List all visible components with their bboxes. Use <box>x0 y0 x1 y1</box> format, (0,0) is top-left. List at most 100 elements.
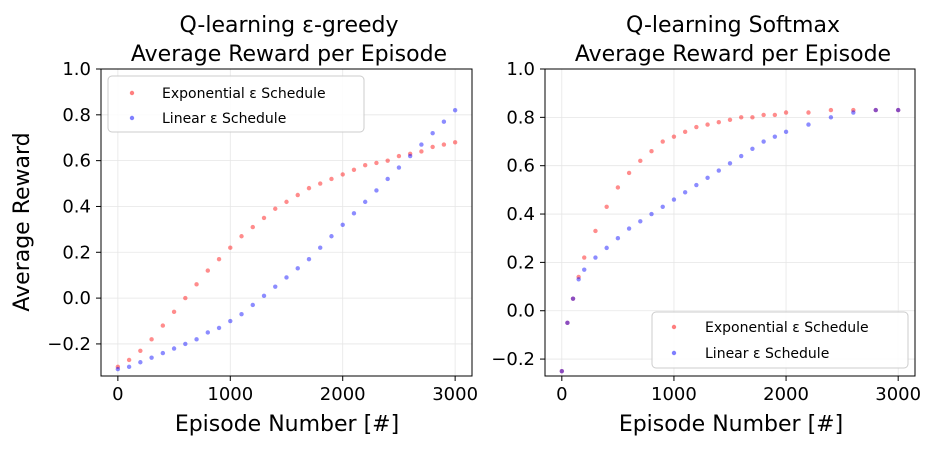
data-point-linear <box>739 153 744 159</box>
y-tick-label: 0.8 <box>506 107 535 128</box>
data-point-linear <box>705 175 710 180</box>
data-point-linear <box>115 366 121 372</box>
data-point-exponential <box>284 199 289 205</box>
data-point-exponential <box>194 282 199 287</box>
y-axis-ticks: −0.2 0.0 0.2 0.4 0.6 0.8 1.0 <box>491 59 545 370</box>
y-tick-label: 0.4 <box>62 196 91 217</box>
data-point-exponential <box>329 176 334 182</box>
data-point-linear <box>682 190 688 195</box>
data-point-linear <box>138 360 143 365</box>
data-point-linear <box>340 222 345 227</box>
data-point-linear <box>649 211 654 217</box>
data-point-linear <box>284 275 289 280</box>
legend-frame <box>107 75 365 133</box>
data-point-exponential <box>441 142 447 147</box>
panel-softmax: Q-learning Softmax Average Reward per Ep… <box>491 13 921 437</box>
chart-title-line1: Q-learning ε-greedy <box>179 13 398 38</box>
data-point-linear <box>604 245 609 251</box>
legend-label-exponential: Exponential ε Schedule <box>162 86 326 102</box>
legend-marker-linear <box>129 115 135 121</box>
legend-label-linear: Linear ε Schedule <box>705 346 829 362</box>
data-point-exponential <box>115 364 121 370</box>
data-point-linear <box>329 234 334 239</box>
y-tick-label: 0.0 <box>506 301 535 322</box>
data-point-exponential <box>682 129 688 135</box>
y-tick-label: −0.2 <box>491 349 535 370</box>
data-point-exponential <box>160 323 166 328</box>
legend-marker-exponential <box>129 90 135 96</box>
data-point-linear <box>126 364 132 370</box>
data-point-exponential <box>739 115 744 120</box>
data-point-exponential <box>273 206 278 211</box>
data-point-linear <box>783 129 789 135</box>
chart-title-line1: Q-learning Softmax <box>626 13 840 38</box>
y-tick-label: 0.2 <box>62 242 91 263</box>
data-point-linear <box>183 341 188 347</box>
legend-frame <box>651 311 909 369</box>
data-point-linear <box>239 311 244 317</box>
data-point-exponential <box>727 117 733 122</box>
data-point-exponential <box>559 368 565 374</box>
y-tick-label: 1.0 <box>62 59 91 80</box>
data-point-exponential <box>649 148 654 154</box>
data-point-exponential <box>582 255 587 260</box>
data-point-linear <box>716 168 721 173</box>
data-point-exponential <box>385 158 390 163</box>
data-point-exponential <box>895 107 901 113</box>
data-point-exponential <box>171 309 177 315</box>
data-point-exponential <box>772 112 778 118</box>
x-axis-ticks: 0 1000 2000 3000 <box>112 376 478 405</box>
legend-label-exponential: Exponential ε Schedule <box>705 320 869 336</box>
y-tick-label: 0.6 <box>62 151 91 172</box>
y-axis-ticks: −0.2 0.0 0.2 0.4 0.6 0.8 1.0 <box>47 59 101 355</box>
data-point-exponential <box>593 228 598 234</box>
data-point-linear <box>351 211 357 216</box>
data-point-exponential <box>126 357 132 363</box>
data-point-linear <box>385 176 390 182</box>
data-point-exponential <box>261 215 267 221</box>
y-tick-label: 0.2 <box>506 252 535 273</box>
data-point-exponential <box>671 134 677 139</box>
data-point-linear <box>374 188 379 193</box>
y-tick-label: 1.0 <box>506 59 535 80</box>
x-axis-ticks: 0 1000 2000 3000 <box>556 376 921 405</box>
data-point-exponential <box>716 119 721 125</box>
data-point-exponential <box>306 185 312 191</box>
x-tick-label: 2000 <box>763 384 809 405</box>
x-tick-label: 0 <box>112 384 123 405</box>
y-tick-label: 0.4 <box>506 204 535 225</box>
data-point-linear <box>895 107 901 113</box>
data-point-linear <box>273 284 278 289</box>
chart-title-line2: Average Reward per Episode <box>131 42 447 67</box>
data-point-linear <box>430 130 435 136</box>
data-point-exponential <box>430 144 435 150</box>
data-point-exponential <box>615 185 621 190</box>
legend-label-linear: Linear ε Schedule <box>162 111 286 127</box>
data-point-linear <box>576 277 581 282</box>
data-point-linear <box>194 337 199 342</box>
scatter-points <box>115 108 458 372</box>
data-point-linear <box>694 182 699 188</box>
y-tick-label: 0.6 <box>506 156 535 177</box>
data-point-linear <box>593 255 598 260</box>
data-point-exponential <box>570 296 576 301</box>
data-point-linear <box>149 355 154 360</box>
data-point-linear <box>806 122 811 127</box>
data-point-linear <box>559 368 565 374</box>
data-point-exponential <box>452 140 458 145</box>
data-point-exponential <box>694 124 699 130</box>
data-point-linear <box>570 296 576 301</box>
plot-frame <box>544 68 916 377</box>
x-tick-label: 2000 <box>320 384 366 405</box>
data-point-exponential <box>750 115 755 120</box>
data-point-linear <box>407 153 413 159</box>
data-point-exponential <box>149 337 154 342</box>
plot-frame <box>100 68 473 377</box>
data-point-exponential <box>183 295 188 301</box>
data-point-exponential <box>205 268 211 273</box>
legend-marker-exponential <box>671 324 677 330</box>
data-point-exponential <box>828 107 834 113</box>
legend-marker-linear <box>671 350 677 356</box>
data-point-exponential <box>806 110 811 115</box>
